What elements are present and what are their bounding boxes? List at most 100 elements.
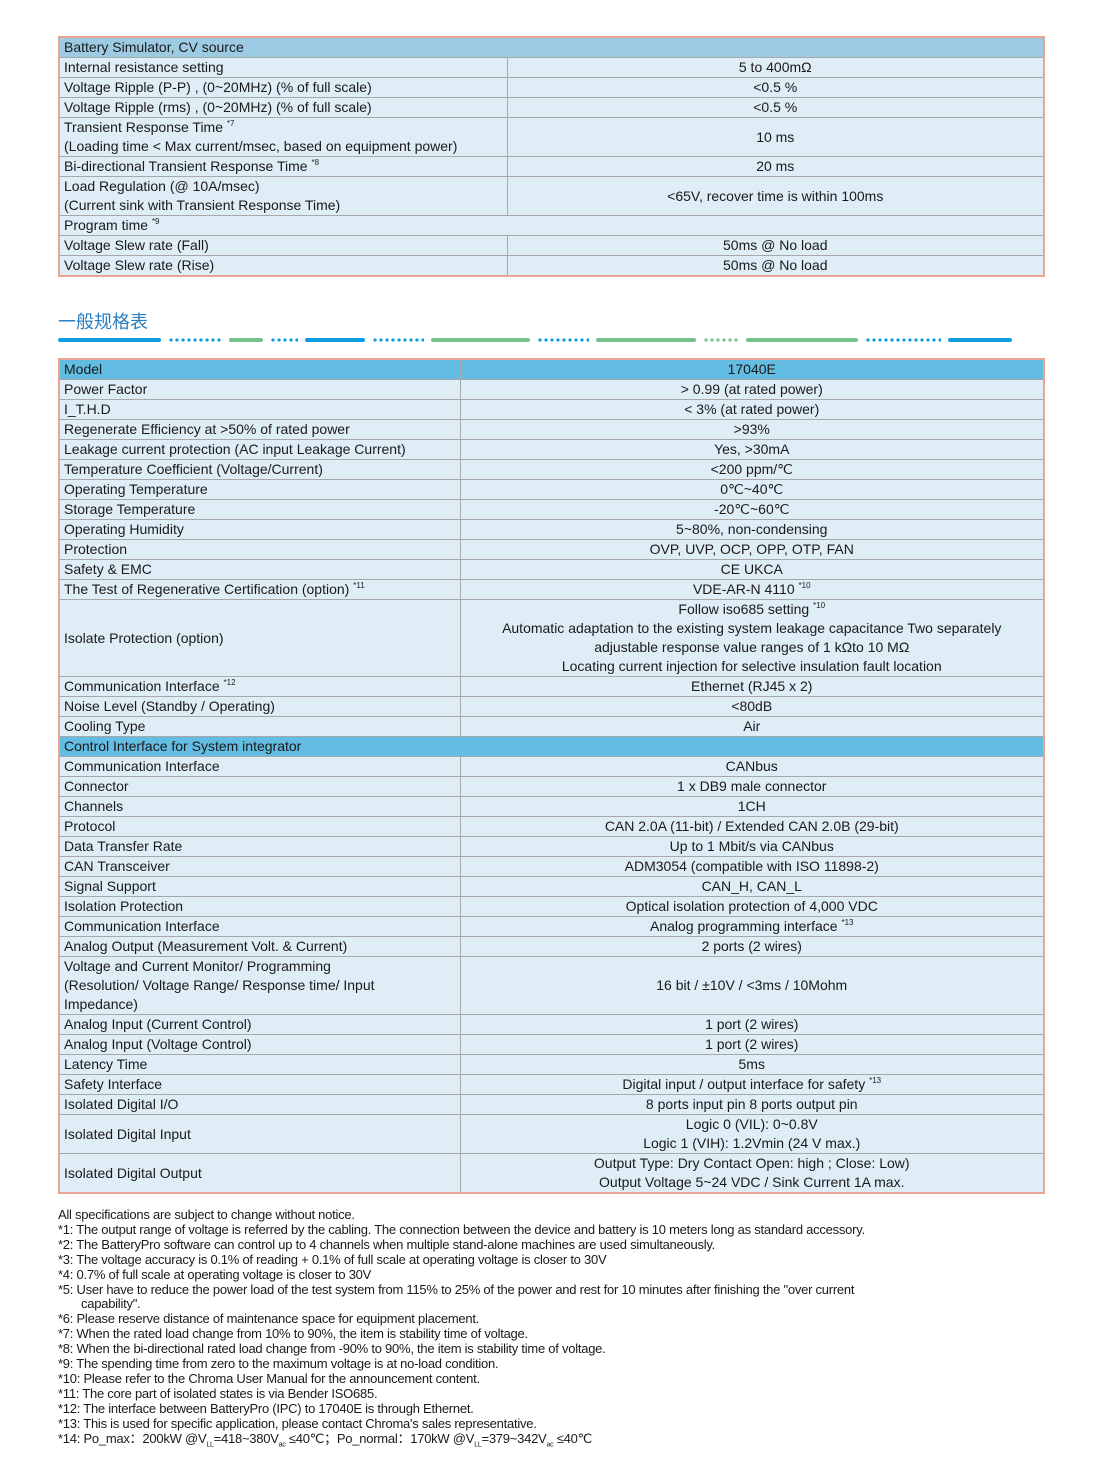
table-row: Communication Interface *12 Ethernet (RJ4…	[58, 676, 1045, 697]
spec-value: <0.5 %	[753, 79, 798, 95]
table-row: Isolated Digital Output Output Type: Dry …	[58, 1153, 1045, 1194]
footnote: *11: The core part of isolated states is…	[58, 1385, 378, 1401]
spec-label: Load Regulation (@ 10A/msec)	[64, 178, 260, 194]
spec-value-line: Logic 1 (VIH): 1.2Vmin (24 V max.)	[643, 1135, 861, 1151]
spec-label: The Test of Regenerative Certification (…	[64, 581, 350, 597]
table-row: Operating Humidity 5~80%, non-condensing	[58, 519, 1045, 540]
footnote: *10: Please refer to the Chroma User Man…	[58, 1370, 480, 1386]
spec-label: Analog Input (Current Control)	[64, 1016, 252, 1032]
spec-value: <200 ppm/℃	[710, 461, 793, 477]
spec-value: Air	[743, 718, 761, 734]
spec-value: Ethernet (RJ45 x 2)	[691, 678, 813, 694]
table-row: Load Regulation (@ 10A/msec) (Current sin…	[58, 176, 1045, 216]
table-row: Data Transfer Rate Up to 1 Mbit/s via CAN…	[58, 836, 1045, 857]
spec-label: Voltage Ripple (P-P) , (0~20MHz) (% of f…	[64, 79, 372, 95]
spec-value: VDE-AR-N 4110	[692, 581, 795, 597]
spec-label: Channels	[64, 798, 124, 814]
table-row: Transient Response Time *7 (Loading time …	[58, 117, 1045, 157]
spec-value: Yes, >30mA	[714, 441, 790, 457]
footnote: *8: When the bi-directional rated load c…	[58, 1341, 606, 1357]
table-row: Operating Temperature 0℃~40℃	[58, 479, 1045, 500]
spec-value: 5~80%, non-condensing	[676, 521, 828, 537]
spec-label: Transient Response Time	[64, 119, 223, 135]
spec-label: Protection	[64, 541, 128, 557]
table-row: Temperature Coefficient (Voltage/Current…	[58, 459, 1045, 480]
spec-label-detail: (Loading time < Max current/msec, based …	[64, 138, 458, 154]
table-row: Voltage Slew rate (Fall) 50ms @ No load	[58, 235, 1045, 256]
spec-label-line: Impedance)	[64, 996, 138, 1012]
spec-label: Analog Input (Voltage Control)	[64, 1036, 252, 1052]
spec-value-line: Output Voltage 5~24 VDC / Sink Current 1…	[599, 1174, 905, 1190]
spec-value: 50ms @ No load	[723, 237, 828, 253]
spec-label: Noise Level (Standby / Operating)	[64, 698, 275, 714]
spec-value: 0℃~40℃	[720, 481, 784, 497]
spec-label: Leakage current protection (AC input Lea…	[64, 441, 406, 457]
spec-value: 50ms @ No load	[723, 257, 828, 273]
spec-label-detail: (Current sink with Transient Response Ti…	[64, 197, 341, 213]
spec-label: Operating Humidity	[64, 521, 184, 537]
table-row: Communication Interface Analog programmin…	[58, 916, 1045, 937]
table-row: Safety Interface Digital input / output i…	[58, 1074, 1045, 1095]
spec-value: OVP, UVP, OCP, OPP, OTP, FAN	[649, 541, 854, 557]
spec-label: Communication Interface	[64, 678, 220, 694]
spec-value: ADM3054 (compatible with ISO 11898-2)	[624, 858, 879, 874]
spec-value-line: Logic 0 (VIL): 0~0.8V	[685, 1116, 818, 1132]
table-row: Isolation Protection Optical isolation pr…	[58, 896, 1045, 917]
table-row: Voltage and Current Monitor/ Programming…	[58, 956, 1045, 1015]
section-title: 一般规格表	[58, 312, 148, 332]
footnote-ref: *13	[869, 1076, 882, 1085]
table-row: CAN Transceiver ADM3054 (compatible with …	[58, 856, 1045, 877]
footnote-ref: *12	[223, 678, 236, 687]
spec-label: Isolated Digital Output	[58, 1153, 461, 1194]
spec-value-line: Output Type: Dry Contact Open: high ; Cl…	[593, 1155, 910, 1171]
spec-value: > 0.99 (at rated power)	[680, 381, 823, 397]
table-row: Isolate Protection (option) Follow iso685…	[58, 599, 1045, 677]
spec-value: 2 ports (2 wires)	[701, 938, 802, 954]
footnote: *7: When the rated load change from 10% …	[58, 1326, 528, 1342]
spec-value: 1 x DB9 male connector	[677, 778, 827, 794]
spec-value: 1CH	[737, 798, 766, 814]
table-header: Battery Simulator, CV source	[58, 36, 1045, 58]
spec-label: Internal resistance setting	[64, 59, 224, 75]
spec-label: Isolation Protection	[64, 898, 184, 914]
footnote: *14: Po_max：200kW @VLL=418~380Vac ≤40℃；P…	[58, 1430, 592, 1449]
footnote-ref: *11	[353, 581, 365, 590]
footnotes: All specifications are subject to change…	[58, 1207, 1058, 1453]
table-row: Safety & EMC CE UKCA	[58, 559, 1045, 580]
spec-label: Safety & EMC	[64, 561, 152, 577]
table-row: Regenerate Efficiency at >50% of rated p…	[58, 419, 1045, 440]
footnote: *12: The interface between BatteryPro (I…	[58, 1400, 474, 1416]
spec-value: CANbus	[725, 758, 778, 774]
spec-label: Latency Time	[64, 1056, 148, 1072]
spec-label: Data Transfer Rate	[64, 838, 183, 854]
table-row: Analog Output (Measurement Volt. & Curre…	[58, 936, 1045, 957]
table-row: Analog Input (Current Control) 1 port (2 …	[58, 1014, 1045, 1035]
table-row: Program time *9	[58, 215, 1045, 236]
spec-value: -20℃~60℃	[714, 501, 790, 517]
spec-value: 10 ms	[756, 128, 795, 145]
spec-value: <80dB	[731, 698, 773, 714]
footnote-ref: *7	[226, 119, 235, 128]
spec-label: Storage Temperature	[64, 501, 196, 517]
spec-value: 1 port (2 wires)	[705, 1036, 799, 1052]
spec-value: CAN 2.0A (11-bit) / Extended CAN 2.0B (2…	[604, 818, 899, 834]
table-row: Power Factor > 0.99 (at rated power)	[58, 379, 1045, 400]
spec-label: Protocol	[64, 818, 116, 834]
table-row: Signal Support CAN_H, CAN_L	[58, 876, 1045, 897]
table-row: The Test of Regenerative Certification (…	[58, 579, 1045, 600]
spec-label-line: Voltage and Current Monitor/ Programming	[64, 958, 331, 974]
table-row: Voltage Ripple (P-P) , (0~20MHz) (% of f…	[58, 77, 1045, 98]
table-row: Storage Temperature -20℃~60℃	[58, 499, 1045, 520]
spec-label: Connector	[64, 778, 129, 794]
table-row: Internal resistance setting 5 to 400mΩ	[58, 57, 1045, 78]
spec-label: Signal Support	[64, 878, 156, 894]
spec-value: 1 port (2 wires)	[705, 1016, 799, 1032]
footnote: *1: The output range of voltage is refer…	[58, 1221, 865, 1237]
spec-value: >93%	[733, 421, 770, 437]
table-row: Latency Time 5ms	[58, 1054, 1045, 1075]
footnote: *3: The voltage accuracy is 0.1% of read…	[58, 1251, 607, 1267]
table-row: I_T.H.D < 3% (at rated power)	[58, 399, 1045, 420]
table-row: Noise Level (Standby / Operating) <80dB	[58, 696, 1045, 717]
footnote: All specifications are subject to change…	[58, 1207, 355, 1222]
spec-label: Voltage Ripple (rms) , (0~20MHz) (% of f…	[64, 99, 372, 115]
